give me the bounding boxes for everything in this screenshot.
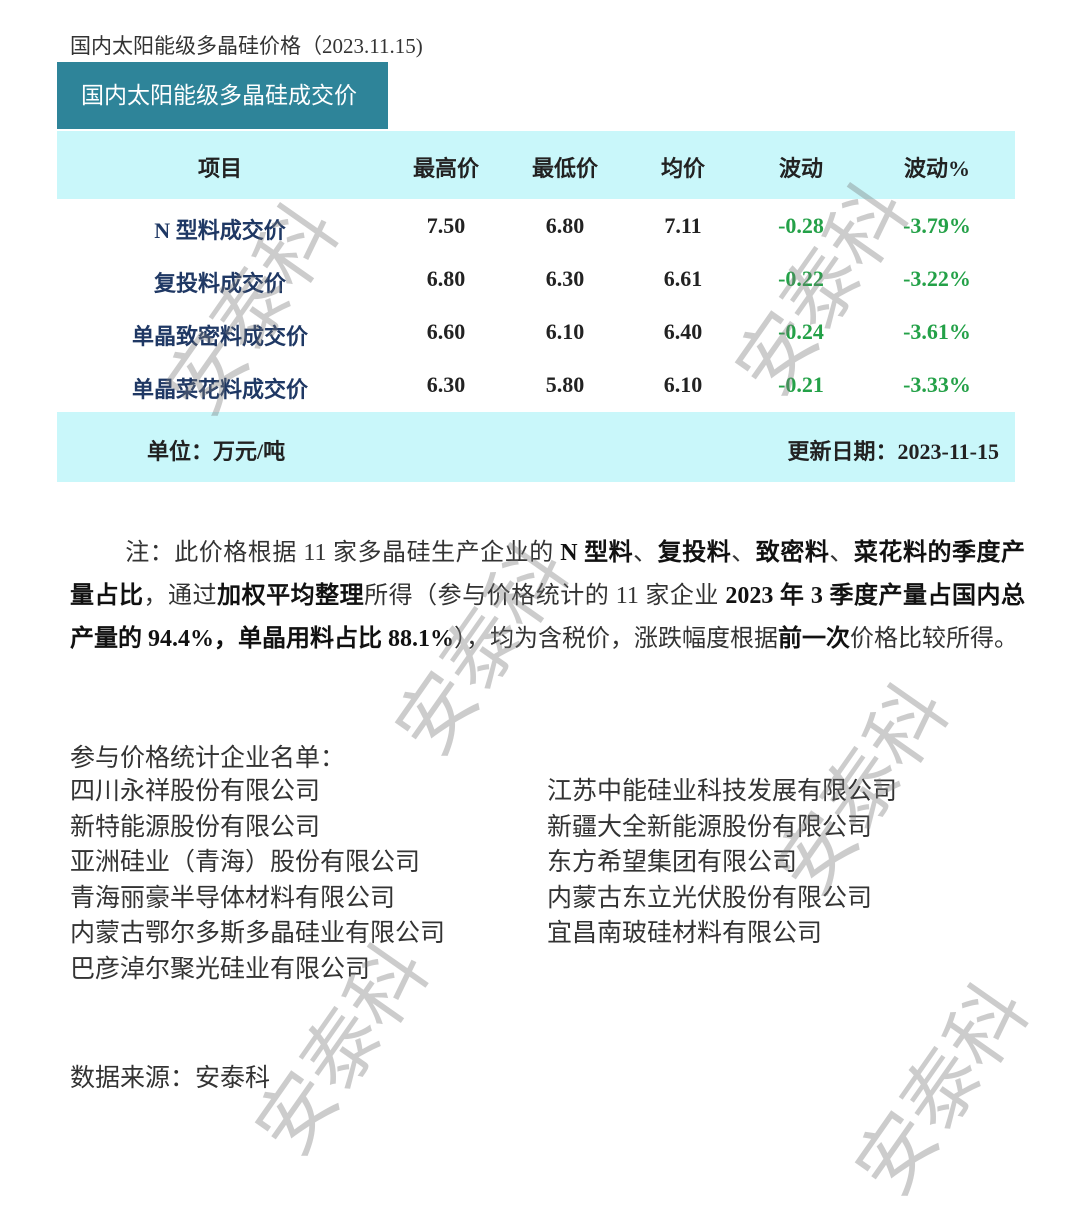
companies-left-column: 四川永祥股份有限公司 新特能源股份有限公司亚洲硅业（青海）股份有限公司 青海丽豪半导… [70, 774, 445, 987]
note-segment: 所得（参与价格统计的 11 家企业 [364, 583, 726, 609]
header-high: 最高价 [412, 156, 480, 181]
note-paragraph: 注：此价格根据 11 家多晶硅生产企业的 N 型料、复投料、致密料、菜花料的季度… [70, 532, 1025, 661]
table-row: N 型料成交价 7.50 6.80 7.11 -0.28 -3.79% [57, 213, 1015, 253]
note-segment: 价格比较所得。 [850, 626, 1018, 652]
cell-change: -0.21 [778, 372, 824, 397]
company-name: 东方希望集团有限公司 [547, 849, 798, 876]
company-name: 亚洲硅业（青海）股份有限公司 [70, 849, 421, 876]
company-name: 内蒙古东立光伏股份有限公司 [547, 884, 873, 912]
note-segment: 、 [731, 540, 756, 566]
cell-avg: 6.10 [663, 372, 703, 397]
note-segment: 复投料 [657, 540, 732, 566]
cell-low: 5.80 [545, 372, 585, 397]
table-row: 单晶致密料成交价 6.60 6.10 6.40 -0.24 -3.61% [57, 319, 1015, 359]
note-segment: N 型料 [560, 540, 634, 566]
header-item: 项目 [197, 156, 243, 181]
company-name: 宜昌南玻硅材料有限公司 [547, 920, 823, 947]
company-name: 新疆大全新能源股份有限公司 [547, 813, 873, 841]
table-footer: 单位：万元/吨 更新日期：2023-11-15 [57, 412, 1015, 482]
note-segment: 前一次 [778, 626, 850, 652]
companies-right-column: 江苏中能硅业科技发展有限公司 新疆大全新能源股份有限公司 东方希望集团有限公司内蒙古… [547, 774, 897, 952]
table-title-tab: 国内太阳能级多晶硅成交价 [57, 62, 388, 129]
cell-change-pct: -3.79% [903, 213, 971, 238]
cell-change: -0.28 [778, 213, 824, 238]
company-name: 青海丽豪半导体材料有限公司 [70, 884, 396, 912]
cell-avg: 6.40 [663, 319, 703, 344]
company-name: 四川永祥股份有限公司 [70, 778, 321, 805]
unit-label: 单位：万元/吨 [147, 439, 286, 464]
cell-low: 6.30 [545, 266, 585, 291]
update-date: 更新日期：2023-11-15 [787, 439, 999, 464]
cell-change-pct: -3.22% [903, 266, 971, 291]
document-title: 国内太阳能级多晶硅价格（2023.11.15) [70, 34, 423, 58]
cell-item: 复投料成交价 [153, 271, 287, 296]
cell-high: 7.50 [426, 213, 466, 238]
cell-item: 单晶致密料成交价 [131, 324, 309, 349]
cell-change: -0.22 [778, 266, 824, 291]
cell-high: 6.80 [426, 266, 466, 291]
note-segment: 、 [633, 540, 658, 566]
note-segment: 2023 年 3 季度产量占国内总产量的 94.4%，单晶用料占比 88.1% [70, 583, 1026, 652]
cell-item: N 型料成交价 [154, 218, 286, 243]
cell-change-pct: -3.33% [903, 372, 971, 397]
cell-high: 6.30 [426, 372, 466, 397]
note-segment: 、 [829, 540, 854, 566]
note-segment: ），均为含税价，涨跌幅度根据 [454, 626, 778, 652]
companies-label: 参与价格统计企业名单： [70, 745, 346, 772]
header-avg: 均价 [660, 156, 706, 181]
company-name: 江苏中能硅业科技发展有限公司 [547, 778, 898, 805]
note-segment: 加权平均整理 [217, 583, 365, 609]
table-row: 复投料成交价 6.80 6.30 6.61 -0.22 -3.22% [57, 266, 1015, 306]
header-change-pct: 波动% [903, 156, 971, 181]
cell-high: 6.60 [426, 319, 466, 344]
note-segment: 菜花料的季度产量占比 [70, 540, 1026, 609]
watermark: 安泰科 [838, 968, 1047, 1212]
note-segment: 致密料 [755, 540, 830, 566]
table-row: 单晶菜花料成交价 6.30 5.80 6.10 -0.21 -3.33% [57, 372, 1015, 412]
company-name: 内蒙古鄂尔多斯多晶硅业有限公司 [70, 920, 446, 947]
data-source: 数据来源：安泰科 [70, 1065, 271, 1092]
header-low: 最低价 [531, 156, 599, 181]
cell-avg: 6.61 [663, 266, 703, 291]
header-change: 波动 [778, 156, 824, 181]
cell-change-pct: -3.61% [903, 319, 971, 344]
company-name: 新特能源股份有限公司 [70, 813, 321, 841]
note-segment: 注：此价格根据 11 家多晶硅生产企业的 [125, 540, 561, 566]
cell-avg: 7.11 [664, 213, 702, 238]
note-segment: ，通过 [143, 583, 218, 609]
company-name: 巴彦淖尔聚光硅业有限公司 [70, 955, 371, 983]
cell-item: 单晶菜花料成交价 [131, 377, 309, 402]
cell-change: -0.24 [778, 319, 824, 344]
table-header: 项目 最高价 最低价 均价 波动 波动% [57, 131, 1015, 199]
cell-low: 6.10 [545, 319, 585, 344]
cell-low: 6.80 [545, 213, 585, 238]
